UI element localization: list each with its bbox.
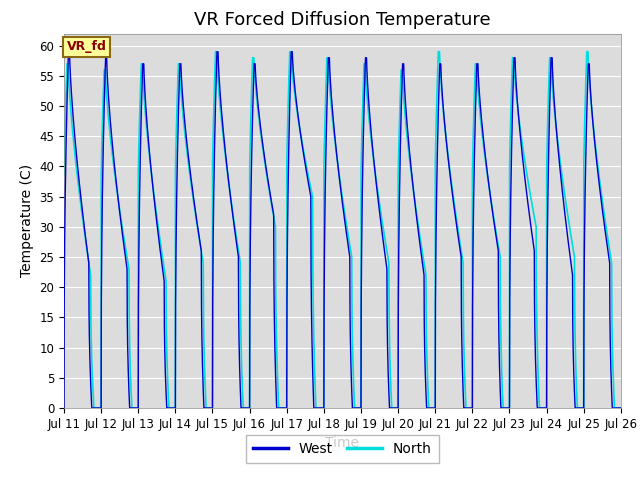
North [90, 405, 98, 411]
X-axis label: Time: Time [325, 436, 360, 450]
Line: North: North [64, 52, 621, 408]
North [420, 256, 428, 262]
West [617, 405, 625, 411]
West [615, 405, 623, 411]
West [179, 101, 187, 107]
West [499, 405, 506, 411]
North [617, 405, 625, 411]
North [212, 49, 220, 55]
North [60, 171, 68, 177]
Y-axis label: Temperature (C): Temperature (C) [20, 164, 34, 277]
West [269, 205, 276, 211]
North [179, 114, 187, 120]
North [173, 95, 181, 100]
Text: VR_fd: VR_fd [67, 40, 107, 53]
North [615, 405, 623, 411]
West [419, 267, 427, 273]
Line: West: West [64, 52, 621, 408]
Title: VR Forced Diffusion Temperature: VR Forced Diffusion Temperature [194, 11, 491, 29]
North [499, 389, 506, 395]
West [65, 49, 72, 55]
West [60, 405, 68, 411]
North [269, 208, 276, 214]
Legend: West, North: West, North [246, 435, 438, 463]
West [173, 158, 181, 164]
